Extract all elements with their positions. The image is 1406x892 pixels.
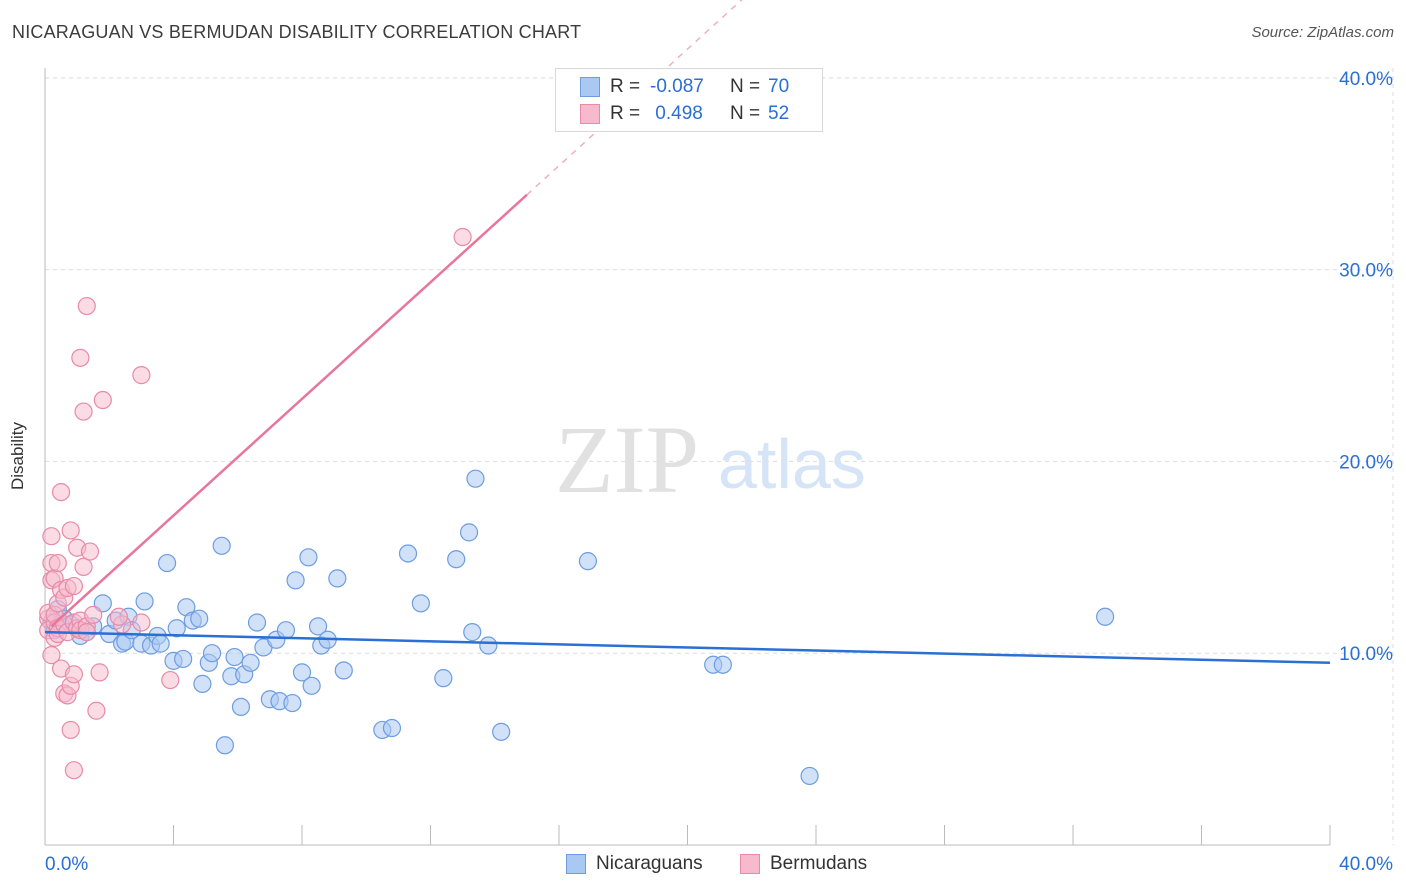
tick-labels: 10.0% 20.0% 30.0% 40.0% 0.0% 40.0% (45, 69, 1393, 875)
nicaraguan-point (193, 674, 212, 693)
bermudan-point (48, 553, 67, 573)
bermudan-point (71, 348, 90, 367)
nicaraguan-point (334, 661, 353, 680)
bermudan-point (51, 482, 71, 502)
nicaraguan-point (190, 609, 209, 628)
nicaraguan-point (328, 569, 347, 588)
nicaraguan-point (135, 592, 154, 611)
bermudan-point (132, 613, 151, 632)
trend-lines (44, 0, 1331, 665)
bermudan-point (61, 521, 80, 540)
nicaraguan-point (231, 697, 251, 717)
x-tick-label: 40.0% (1339, 854, 1393, 875)
legend-r-label: R = (610, 103, 641, 124)
bermudan-point (74, 402, 93, 421)
chart-title: NICARAGUAN VS BERMUDAN DISABILITY CORREL… (12, 22, 582, 42)
legend-label-bermudans: Bermudans (770, 853, 868, 874)
nicaraguan-point (382, 718, 402, 738)
legend-swatch-blue (580, 77, 600, 97)
nicaraguan-point (299, 548, 318, 567)
bermudan-point (132, 366, 151, 385)
nicaraguan-point (225, 647, 244, 667)
bermudan-point (109, 607, 128, 626)
legend-row-nicaraguans: R = -0.087 N = 70 (580, 76, 789, 98)
y-tick-label: 10.0% (1339, 644, 1393, 665)
bermudan-point (42, 646, 61, 665)
nicaraguan-point (157, 553, 177, 573)
bermudan-point (61, 720, 80, 740)
series-legend-nicaraguans[interactable]: Nicaraguans (566, 852, 703, 876)
legend-swatch-blue (566, 854, 586, 874)
nicaraguan-point (202, 644, 222, 663)
axes (44, 68, 1331, 846)
nicaraguans-trend-line (44, 630, 1331, 665)
nicaraguan-point (800, 766, 819, 786)
bermudan-point (87, 701, 106, 720)
bermudan-point (90, 663, 109, 682)
nicaraguan-point (492, 722, 511, 741)
watermark: ZIP atlas (555, 406, 866, 513)
bermudan-point (84, 605, 103, 624)
nicaraguan-point (434, 669, 453, 688)
nicaraguan-point (151, 634, 170, 653)
y-tick-label: 40.0% (1339, 69, 1393, 90)
nicaraguan-point (463, 623, 482, 642)
nicaraguan-point (411, 594, 430, 613)
bermudan-point (77, 296, 96, 316)
legend-label-nicaraguans: Nicaraguans (596, 853, 703, 874)
legend-n-label: N = (730, 76, 761, 97)
nicaraguan-point (713, 655, 732, 674)
nicaraguan-point (241, 653, 260, 672)
legend-r-value: -0.087 (650, 76, 704, 97)
nicaraguan-point (308, 617, 328, 636)
nicaraguans-points (42, 469, 1115, 786)
y-tick-label: 20.0% (1339, 452, 1393, 473)
legend-swatch-pink (740, 854, 760, 874)
legend-swatch-pink (580, 104, 600, 124)
legend-r-label: R = (610, 76, 641, 97)
nicaraguan-point (283, 693, 302, 713)
bermudans-points (39, 227, 472, 780)
nicaraguan-point (212, 536, 231, 555)
bermudan-point (93, 390, 112, 410)
bermudan-point (80, 542, 100, 561)
nicaraguan-point (578, 552, 598, 571)
x-tick-label: 0.0% (45, 854, 88, 875)
correlation-legend: R = -0.087 N = 70 R = 0.498 N = 52 (555, 68, 823, 132)
bermudan-point (64, 665, 84, 684)
watermark-atlas: atlas (718, 425, 866, 503)
nicaraguan-point (466, 469, 485, 488)
nicaraguan-point (286, 571, 305, 590)
legend-n-value: 52 (768, 103, 790, 124)
watermark-zip: ZIP (555, 406, 699, 513)
nicaraguan-point (459, 523, 479, 542)
nicaraguan-point (302, 676, 321, 695)
y-tick-label: 30.0% (1339, 261, 1393, 282)
nicaraguan-point (215, 736, 234, 755)
series-legend-bermudans[interactable]: Bermudans (740, 852, 867, 876)
bermudans-trend-line (50, 193, 528, 628)
bermudan-point (161, 670, 180, 690)
legend-r-value: 0.498 (650, 103, 703, 124)
nicaraguan-point (1096, 607, 1115, 626)
bermudan-point (453, 227, 472, 247)
nicaraguan-point (479, 636, 498, 655)
bermudan-point (64, 761, 84, 780)
nicaraguan-point (174, 649, 193, 669)
nicaraguan-point (292, 663, 312, 682)
source-label: Source: ZipAtlas.com (1251, 24, 1394, 41)
bermudan-point (74, 557, 93, 576)
bermudan-point (64, 576, 84, 596)
nicaraguan-point (247, 613, 267, 632)
legend-n-label: N = (730, 103, 761, 124)
nicaraguan-point (398, 544, 418, 563)
nicaraguan-point (276, 621, 296, 640)
legend-n-value: 70 (768, 76, 790, 97)
nicaraguan-point (447, 550, 466, 569)
legend-row-bermudans: R = 0.498 N = 52 (580, 103, 789, 125)
nicaraguan-point (167, 619, 186, 638)
bermudan-point (42, 527, 61, 546)
